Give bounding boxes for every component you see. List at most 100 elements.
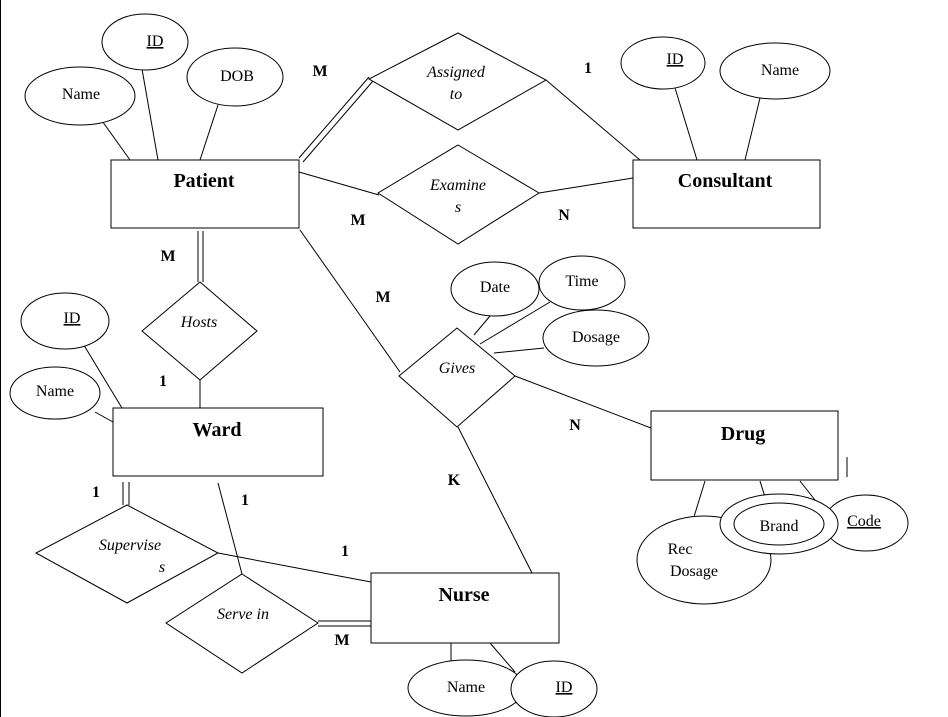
cardinality-serve-ward: 1 bbox=[241, 492, 249, 509]
attribute-patient-id: ID bbox=[101, 13, 189, 71]
entity-consultant: Consultant bbox=[632, 159, 821, 229]
line-ward-name bbox=[94, 411, 114, 423]
attribute-consultant-id-label: ID bbox=[667, 51, 684, 68]
relationship-examines-label-1: Examine bbox=[429, 177, 486, 194]
attribute-ward-id-label: ID bbox=[64, 310, 81, 327]
relationship-assigned-to: Assigned to bbox=[367, 32, 548, 131]
relationship-supervises-label-1: Supervise bbox=[99, 537, 161, 554]
cardinality-hosts-patient: M bbox=[160, 248, 175, 265]
relationship-gives: Gives bbox=[398, 327, 516, 428]
entity-nurse-box bbox=[370, 572, 560, 644]
entity-drug-box bbox=[650, 410, 839, 481]
cardinality-examines-patient: M bbox=[350, 212, 365, 229]
relationship-serve-in-diamond bbox=[165, 573, 319, 674]
entity-drug: Drug bbox=[650, 410, 839, 481]
relationship-hosts: Hosts bbox=[141, 281, 258, 381]
line-assigned-consultant bbox=[545, 79, 641, 161]
line-patient-gives bbox=[299, 229, 401, 373]
line-patient-examines bbox=[298, 171, 380, 196]
attribute-ward-name-ellipse bbox=[9, 366, 101, 420]
entity-nurse-label: Nurse bbox=[438, 584, 489, 606]
entity-ward-label: Ward bbox=[193, 419, 242, 441]
attribute-nurse-id: ID bbox=[510, 660, 598, 717]
relationship-supervises-diamond bbox=[34, 504, 220, 604]
relationship-serve-in-label: Serve in bbox=[217, 606, 269, 623]
cardinality-supervises-nurse: 1 bbox=[341, 543, 349, 560]
attribute-patient-dob: DOB bbox=[186, 47, 284, 107]
attribute-nurse-name: Name bbox=[407, 659, 525, 717]
cardinality-gives-patient: M bbox=[375, 289, 390, 306]
line-gives-date bbox=[473, 315, 491, 336]
line-consultant-name bbox=[744, 97, 761, 161]
attribute-patient-name-ellipse bbox=[24, 66, 136, 126]
line-consultant-id bbox=[674, 87, 698, 161]
entity-ward: Ward bbox=[112, 407, 324, 477]
line-gives-dosage bbox=[493, 347, 545, 354]
attribute-patient-dob-label: DOB bbox=[220, 68, 254, 85]
attribute-gives-time-label: Time bbox=[565, 273, 598, 290]
line-patient-assigned-2 bbox=[302, 80, 374, 163]
relationship-assigned-to-label-2: to bbox=[450, 86, 462, 103]
attribute-nurse-id-ellipse bbox=[510, 660, 598, 717]
line-drug-brand bbox=[759, 480, 766, 498]
attribute-drug-brand-label: Brand bbox=[759, 518, 798, 535]
cardinality-serve-nurse: M bbox=[334, 632, 349, 649]
attribute-patient-name-label: Name bbox=[62, 86, 100, 103]
relationship-assigned-to-label-1: Assigned bbox=[426, 64, 486, 81]
cardinality-gives-nurse: K bbox=[448, 472, 461, 489]
attribute-drug-brand: Brand bbox=[719, 493, 839, 555]
attribute-patient-id-ellipse bbox=[101, 13, 189, 71]
line-ward-id bbox=[81, 341, 123, 409]
line-patient-id bbox=[141, 68, 159, 161]
attribute-drug-brand-inner-ellipse bbox=[733, 502, 825, 546]
line-examines-consultant bbox=[538, 177, 634, 194]
attribute-gives-date-ellipse bbox=[450, 261, 540, 317]
relationship-gives-diamond bbox=[398, 327, 516, 428]
cardinality-supervises-ward: 1 bbox=[92, 484, 100, 501]
attribute-patient-name: Name bbox=[24, 66, 136, 126]
attribute-nurse-name-label: Name bbox=[447, 679, 485, 696]
relationship-assigned-to-diamond bbox=[367, 32, 548, 131]
line-patient-name bbox=[99, 117, 131, 161]
relationship-hosts-label: Hosts bbox=[180, 314, 217, 331]
attribute-ward-id: ID bbox=[20, 292, 110, 350]
cardinality-assigned-patient: M bbox=[312, 63, 327, 80]
attribute-consultant-id-ellipse bbox=[620, 36, 706, 90]
line-gives-time bbox=[479, 301, 551, 345]
attribute-drug-code-label: Code bbox=[847, 513, 881, 530]
attribute-gives-time-ellipse bbox=[538, 255, 626, 311]
relationship-supervises-label-2: s bbox=[159, 559, 165, 576]
attribute-nurse-id-label: ID bbox=[556, 679, 573, 696]
line-gives-drug bbox=[514, 375, 652, 429]
entity-drug-label: Drug bbox=[721, 423, 765, 445]
line-supervises-nurse bbox=[217, 552, 372, 583]
attribute-gives-dosage: Dosage bbox=[542, 309, 650, 367]
attribute-drug-recdosage-label-2: Dosage bbox=[670, 563, 718, 580]
attribute-consultant-name: Name bbox=[719, 42, 831, 100]
line-drug-code bbox=[799, 480, 816, 501]
attribute-patient-dob-ellipse bbox=[186, 47, 284, 107]
attribute-gives-dosage-ellipse bbox=[542, 309, 650, 367]
relationship-gives-label: Gives bbox=[439, 360, 475, 377]
line-patient-dob bbox=[199, 104, 219, 161]
line-gives-nurse bbox=[457, 426, 533, 574]
entity-consultant-box bbox=[632, 159, 821, 229]
line-patient-assigned-1 bbox=[298, 76, 370, 159]
relationship-hosts-diamond bbox=[141, 281, 258, 381]
cardinality-hosts-ward: 1 bbox=[159, 373, 167, 390]
attribute-patient-id-label: ID bbox=[147, 33, 164, 50]
line-ward-serve bbox=[217, 482, 243, 575]
relationship-examines-diamond bbox=[377, 144, 540, 245]
entity-patient-label: Patient bbox=[173, 170, 234, 192]
entity-patient: Patient bbox=[110, 159, 300, 229]
entity-patient-box bbox=[110, 159, 300, 229]
attribute-ward-name: Name bbox=[9, 366, 101, 420]
entity-ward-box bbox=[112, 407, 324, 477]
attribute-gives-time: Time bbox=[538, 255, 626, 311]
line-nurse-id bbox=[489, 642, 516, 673]
attribute-drug-recdosage-label-1: Rec bbox=[668, 541, 693, 558]
line-drug-recdosage bbox=[692, 480, 706, 521]
attribute-gives-date: Date bbox=[450, 261, 540, 317]
